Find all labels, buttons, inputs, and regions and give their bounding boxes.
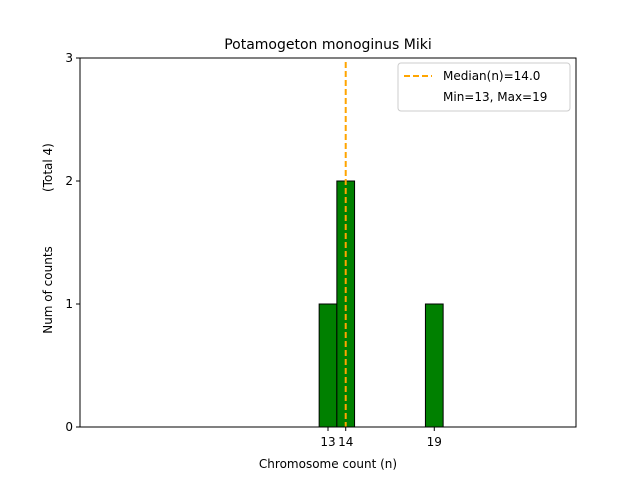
y-tick-label: 2 <box>65 174 73 188</box>
legend: Median(n)=14.0 Min=13, Max=19 <box>397 62 571 112</box>
y-tick-label: 0 <box>65 420 73 434</box>
legend-median-label: Median(n)=14.0 <box>443 69 540 83</box>
y-tick-label: 3 <box>65 51 73 65</box>
bars-layer <box>318 180 444 428</box>
y-ticks: 0 1 2 3 <box>65 51 80 434</box>
legend-box <box>397 62 571 112</box>
x-ticks: 13 14 19 <box>320 427 442 449</box>
x-tick-label: 19 <box>427 435 442 449</box>
x-tick-label: 14 <box>338 435 353 449</box>
chart-title: Potamogeton monoginus Miki <box>224 37 432 53</box>
y-axis-label: Num of counts <box>41 246 55 334</box>
y-tick-label: 1 <box>65 297 73 311</box>
bar-13 <box>318 303 338 428</box>
x-axis-label: Chromosome count (n) <box>259 457 397 471</box>
x-tick-label: 13 <box>320 435 335 449</box>
legend-range-label: Min=13, Max=19 <box>443 90 547 104</box>
bar-19 <box>424 303 444 428</box>
y-axis-total: (Total 4) <box>41 143 55 192</box>
